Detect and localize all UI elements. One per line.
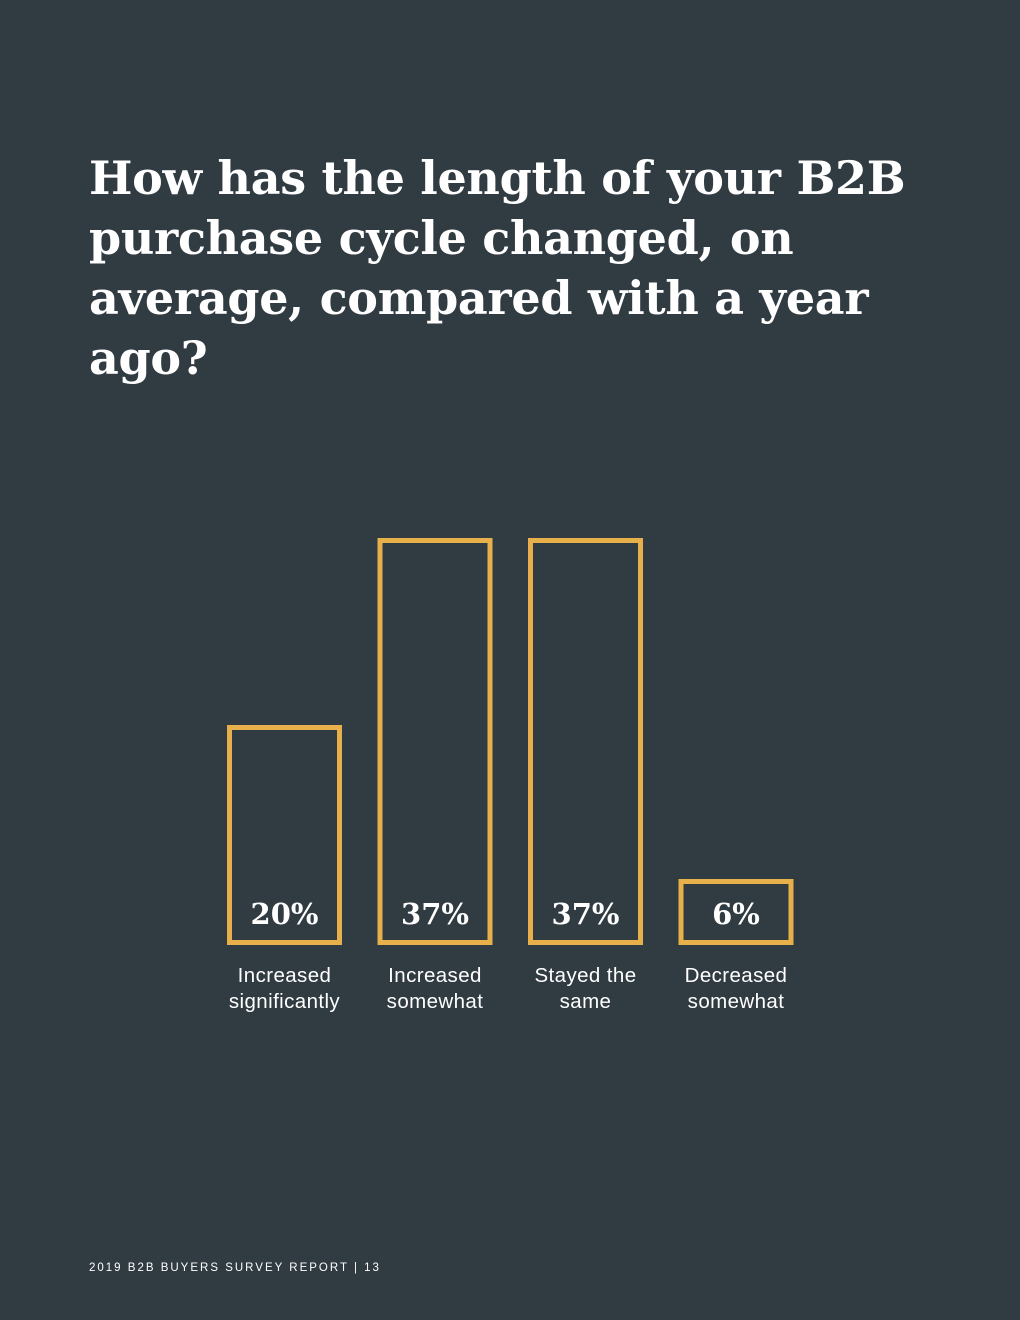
category-label: somewhat — [688, 990, 785, 1013]
bar-3 — [528, 538, 643, 945]
category-label: Increased — [238, 964, 332, 987]
bar-chart: 20% Increased significantly 37% Increased som… — [227, 538, 794, 1013]
category-label: Stayed the — [534, 964, 636, 987]
bar-value-label: 37% — [552, 897, 620, 931]
category-label: somewhat — [387, 990, 484, 1013]
category-label: Decreased — [685, 964, 788, 987]
bar-value-label: 20% — [251, 897, 319, 931]
bar-2 — [377, 538, 493, 945]
category-label: significantly — [229, 990, 341, 1013]
page-footer: 2019 B2B BUYERS SURVEY REPORT | 13 — [89, 1262, 381, 1274]
bar-value-label: 37% — [401, 897, 469, 931]
page-title: How has the length of your B2B purchase … — [89, 151, 906, 385]
bar-value-label: 6% — [712, 897, 760, 931]
category-label: same — [560, 990, 612, 1013]
category-label: Increased — [388, 964, 482, 987]
bar-4 — [678, 879, 794, 945]
bar-1 — [227, 725, 342, 945]
